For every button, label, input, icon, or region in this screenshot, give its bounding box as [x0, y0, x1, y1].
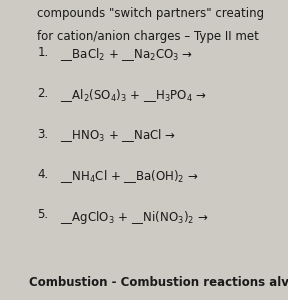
Text: 4.: 4.: [37, 168, 49, 181]
Text: Combustion - Combustion reactions alv: Combustion - Combustion reactions alv: [29, 276, 288, 289]
Text: __NH$_4$Cl + __Ba(OH)$_2$ →: __NH$_4$Cl + __Ba(OH)$_2$ →: [60, 168, 199, 185]
Text: 3.: 3.: [37, 128, 49, 140]
Text: __Al$_2$(SO$_4$)$_3$ + __H$_3$PO$_4$ →: __Al$_2$(SO$_4$)$_3$ + __H$_3$PO$_4$ →: [60, 87, 207, 104]
Text: 1.: 1.: [37, 46, 49, 59]
Text: __BaCl$_2$ + __Na$_2$CO$_3$ →: __BaCl$_2$ + __Na$_2$CO$_3$ →: [60, 46, 194, 63]
Text: for cation/anion charges – Type II met: for cation/anion charges – Type II met: [37, 30, 259, 43]
Text: 2.: 2.: [37, 87, 49, 100]
Text: compounds "switch partners" creating: compounds "switch partners" creating: [37, 8, 265, 20]
Text: __AgClO$_3$ + __Ni(NO$_3$)$_2$ →: __AgClO$_3$ + __Ni(NO$_3$)$_2$ →: [60, 208, 209, 226]
Text: __HNO$_3$ + __NaCl →: __HNO$_3$ + __NaCl →: [60, 128, 177, 144]
Text: 5.: 5.: [37, 208, 49, 221]
